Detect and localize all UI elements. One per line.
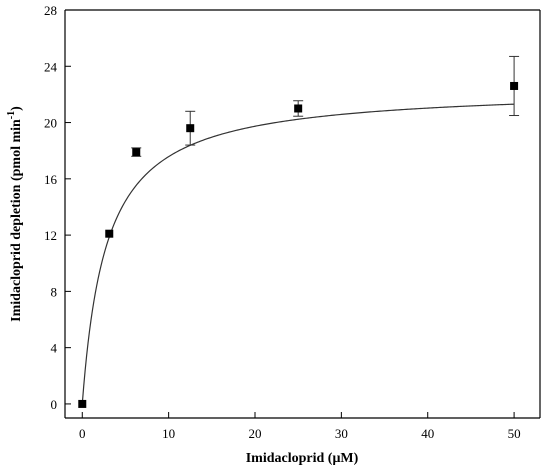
ticks: 0 10 20 30 40 50 0 4 8 12 16 20 24 28 — [44, 3, 521, 441]
data-point — [186, 124, 195, 133]
y-tick-label: 8 — [51, 284, 58, 299]
y-tick-label: 28 — [44, 3, 57, 18]
y-tick-label: 16 — [44, 172, 58, 187]
x-tick-label: 50 — [508, 426, 521, 441]
y-tick-label: 20 — [44, 116, 57, 131]
plot-area — [64, 9, 541, 419]
y-axis-title-close: ) — [9, 106, 24, 111]
x-tick-label: 40 — [421, 426, 434, 441]
y-axis-title: Imidacloprid depletion (pmol min-1) — [6, 106, 24, 322]
x-axis-title: Imidacloprid (μM) — [246, 451, 359, 466]
data-point — [105, 229, 114, 238]
data-point — [294, 104, 303, 113]
x-tick-label: 30 — [335, 426, 348, 441]
x-tick-label: 20 — [249, 426, 262, 441]
fit-curve — [81, 103, 515, 404]
y-axis-title-main: Imidacloprid depletion (pmol min — [9, 119, 24, 322]
data-point — [132, 148, 141, 157]
data-point — [510, 81, 519, 90]
y-tick-label: 24 — [44, 59, 58, 74]
data-markers — [78, 81, 519, 408]
y-tick-label: 0 — [51, 397, 58, 412]
y-tick-label: 12 — [44, 228, 57, 243]
y-tick-label: 4 — [51, 341, 58, 356]
data-point — [78, 399, 87, 408]
y-axis-title-superscript: -1 — [6, 111, 17, 119]
x-tick-label: 0 — [79, 426, 86, 441]
x-tick-label: 10 — [162, 426, 175, 441]
